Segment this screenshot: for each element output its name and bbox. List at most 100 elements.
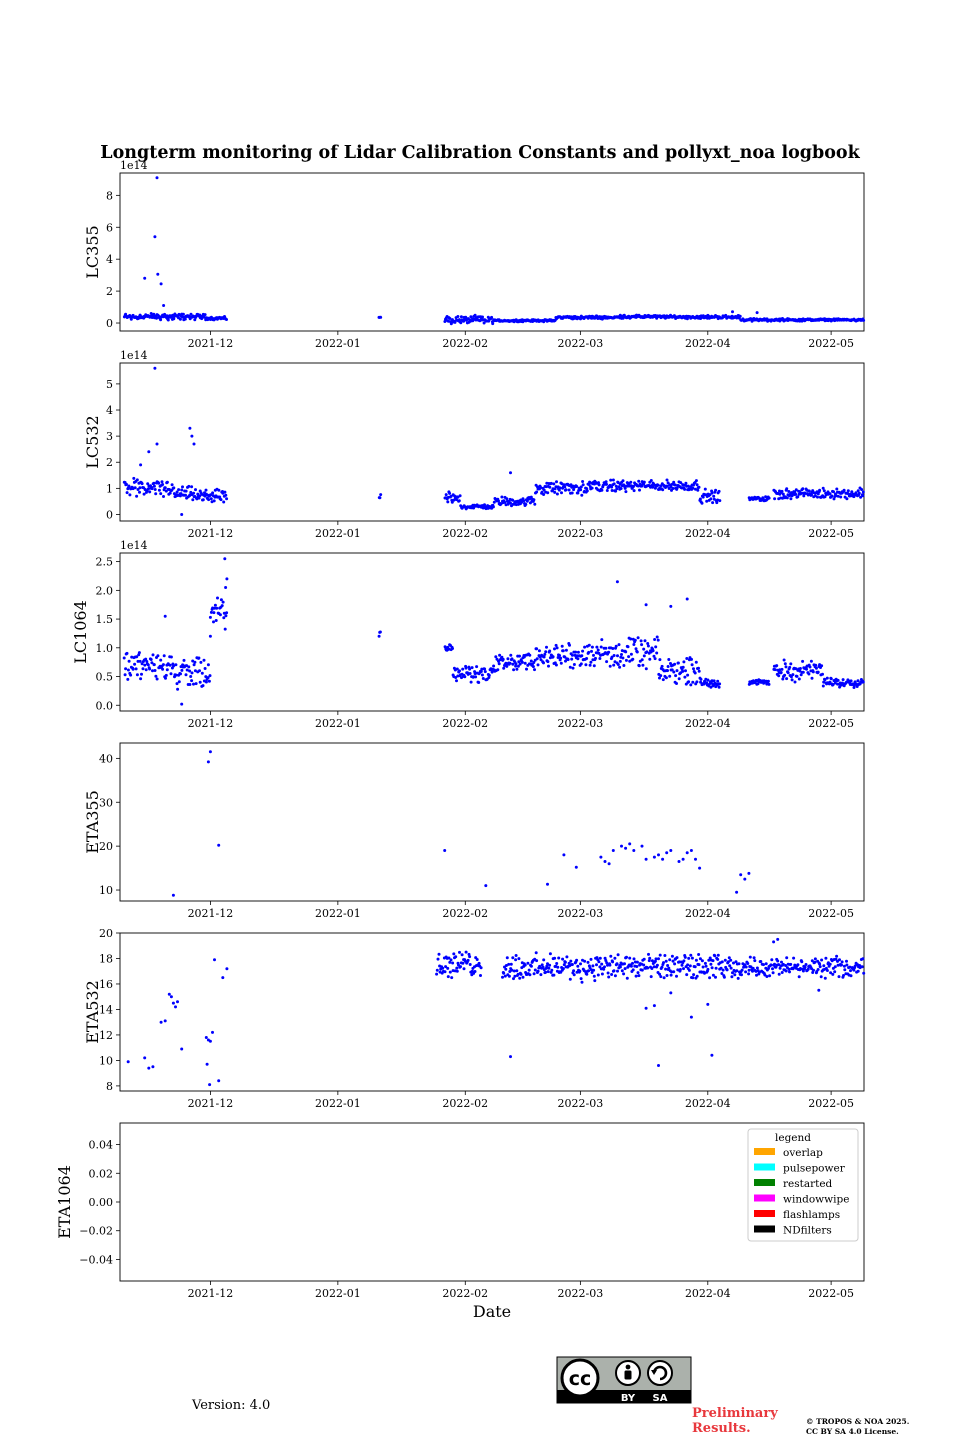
data-point	[524, 502, 528, 506]
data-point	[790, 678, 794, 682]
data-point	[584, 663, 588, 667]
data-point	[733, 973, 737, 977]
data-point	[189, 675, 193, 678]
data-point	[141, 667, 145, 671]
data-point	[142, 492, 146, 496]
data-point	[462, 967, 466, 971]
data-point	[665, 484, 669, 488]
data-point	[169, 672, 173, 676]
data-point	[802, 494, 806, 498]
data-point	[217, 843, 221, 847]
data-point	[126, 1060, 130, 1064]
data-point	[207, 679, 211, 683]
data-point	[773, 668, 777, 672]
data-point	[548, 952, 552, 956]
legend-label-NDfilters: NDfilters	[783, 1225, 832, 1237]
data-point	[578, 969, 582, 973]
data-point	[692, 973, 696, 977]
data-point	[180, 702, 184, 706]
data-point	[190, 671, 194, 675]
data-point	[138, 486, 142, 490]
data-point	[640, 643, 644, 647]
y-tick-label: 2.0	[96, 584, 114, 597]
data-point	[611, 647, 615, 650]
data-point	[735, 890, 739, 894]
data-point	[839, 495, 843, 499]
data-point	[172, 317, 176, 321]
data-point	[547, 664, 550, 668]
data-point	[825, 676, 829, 680]
y-tick-label: 30	[99, 796, 113, 809]
data-point	[526, 961, 530, 965]
legend-swatch-NDfilters	[754, 1225, 775, 1233]
data-point	[685, 597, 689, 601]
x-tick-label: 2022-01	[315, 337, 361, 350]
y-tick-label: 3	[106, 430, 113, 443]
data-point	[716, 957, 720, 961]
data-point	[784, 665, 788, 669]
data-point	[144, 668, 148, 672]
data-point	[726, 960, 730, 964]
data-point	[744, 965, 748, 969]
data-point	[725, 968, 729, 972]
data-point	[642, 654, 646, 658]
data-point	[817, 988, 821, 992]
data-points-eta355	[171, 750, 751, 897]
data-point	[575, 654, 579, 658]
data-point	[501, 975, 504, 979]
data-point	[793, 680, 797, 684]
data-point	[572, 488, 576, 492]
x-tick-label: 2022-04	[685, 907, 731, 920]
data-point	[706, 967, 710, 971]
data-point	[670, 668, 674, 672]
data-point	[180, 1047, 184, 1051]
data-point	[660, 664, 664, 668]
data-point	[824, 956, 828, 960]
y-axis-label: LC355	[83, 225, 102, 278]
data-point	[140, 482, 144, 486]
data-point	[512, 969, 516, 973]
data-point	[656, 638, 660, 642]
data-point	[860, 488, 864, 491]
data-point	[640, 844, 644, 848]
data-point	[542, 958, 546, 962]
data-point	[692, 667, 695, 671]
data-point	[803, 965, 807, 969]
data-point	[620, 969, 624, 973]
data-point	[783, 673, 787, 677]
data-point	[845, 959, 848, 963]
data-point	[611, 478, 615, 482]
data-point	[468, 672, 472, 675]
data-point	[192, 663, 196, 667]
data-point	[208, 1083, 212, 1087]
data-point	[671, 487, 675, 490]
data-point	[755, 311, 759, 315]
data-point	[644, 603, 648, 607]
data-point	[592, 974, 596, 978]
data-point	[659, 975, 663, 979]
data-point	[225, 318, 228, 321]
legend-swatch-overlap	[754, 1148, 775, 1155]
data-point	[731, 310, 734, 314]
data-point	[821, 672, 824, 676]
data-point	[459, 965, 462, 969]
data-point	[611, 849, 615, 852]
data-point	[159, 282, 163, 286]
data-point	[703, 487, 707, 491]
data-point	[813, 960, 817, 964]
data-point	[762, 963, 765, 967]
data-point	[444, 965, 448, 969]
data-point	[123, 673, 127, 677]
data-point	[201, 498, 205, 502]
data-point	[632, 643, 636, 646]
data-point	[737, 962, 741, 966]
data-point	[629, 964, 633, 968]
data-point	[137, 651, 141, 655]
data-point	[652, 1004, 656, 1008]
data-point	[659, 484, 663, 488]
data-point	[736, 976, 740, 980]
data-point	[570, 657, 574, 661]
data-point	[831, 972, 835, 976]
data-point	[504, 967, 508, 971]
data-point	[663, 954, 667, 957]
